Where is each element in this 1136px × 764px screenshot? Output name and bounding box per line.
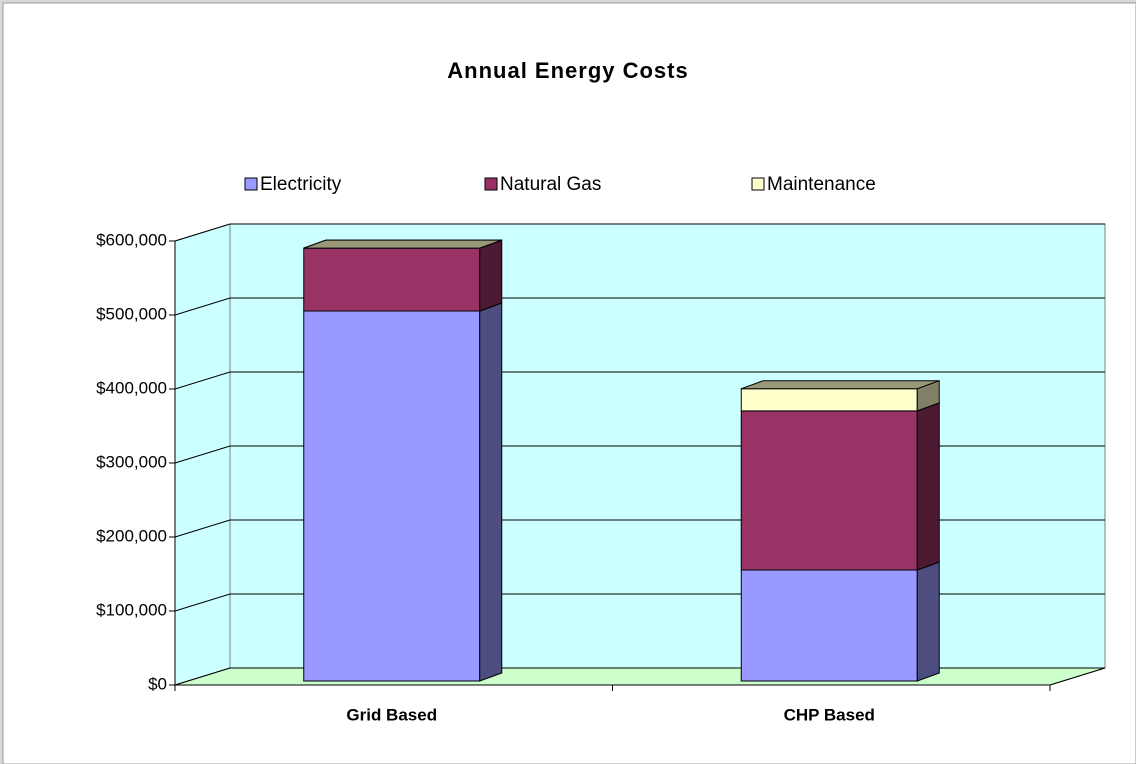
y-tick-label: $400,000 [96,378,167,397]
y-tick-label: $0 [148,674,167,693]
legend-label: Maintenance [767,174,876,195]
bar-face [740,569,918,682]
bar-face [303,247,481,312]
bar-face [740,388,918,412]
bar-face [479,302,503,682]
legend-label: Natural Gas [500,174,601,195]
bar-segment [303,239,503,312]
legend-swatch [484,177,498,191]
chart-title: Annual Energy Costs [447,58,688,83]
x-tick-label: CHP Based [784,705,875,724]
floor-edge [1049,667,1106,686]
bar-face [916,561,940,682]
bar-segment [740,379,940,412]
bar-segment [740,402,940,571]
y-tick-label: $100,000 [96,600,167,619]
bar-face [741,380,940,390]
bar-face [740,410,918,571]
grid-line [174,371,1105,390]
grid-line [174,223,1105,242]
bar-segment [740,561,940,682]
y-tick-label: $300,000 [96,452,167,471]
x-tick-label: Grid Based [346,705,437,724]
bar-face [479,239,503,312]
legend-label: Electricity [260,174,342,195]
grid-line [174,297,1105,316]
y-tick-label: $600,000 [96,230,167,249]
bar-face [916,402,940,571]
legend-swatch [244,177,258,191]
y-tick-label: $500,000 [96,304,167,323]
y-tick-label: $200,000 [96,526,167,545]
bar-face [303,310,481,682]
bar-segment [303,302,503,682]
legend-swatch [751,177,765,191]
bar-face [303,239,502,249]
bar-segment [303,239,502,249]
